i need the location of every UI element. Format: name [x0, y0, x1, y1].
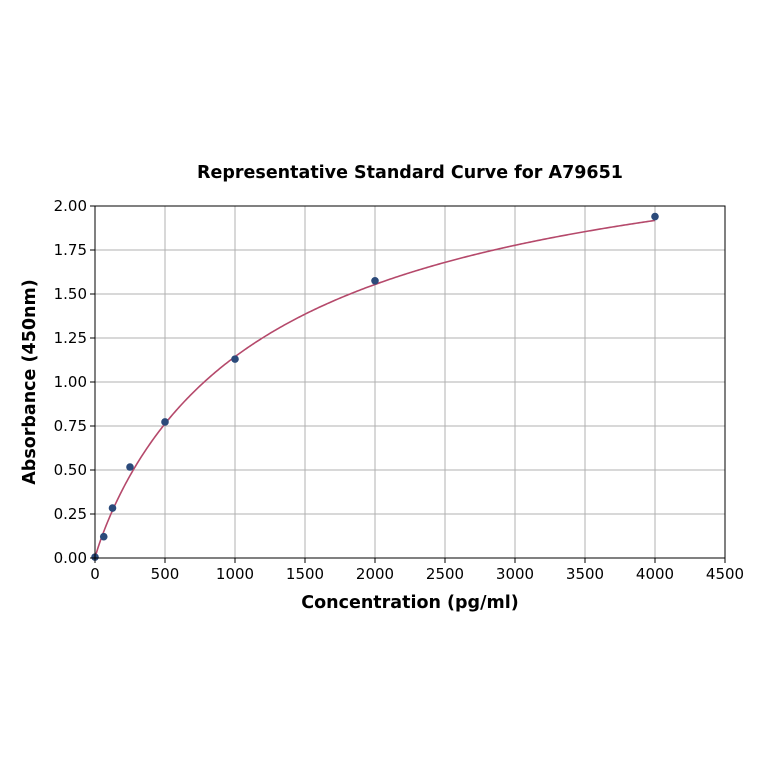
y-tick-label: 0.00	[54, 549, 87, 567]
data-point	[651, 212, 659, 221]
x-tick-label: 4000	[636, 565, 674, 583]
x-tick-label: 2500	[426, 565, 464, 583]
x-axis-label: Concentration (pg/ml)	[301, 593, 518, 613]
data-point	[126, 463, 134, 471]
x-tick-label: 500	[151, 565, 180, 583]
data-point	[161, 418, 169, 426]
y-axis-ticks: 0.00 0.25 0.50 0.75 1.00 1.25 1.50 1.75 2.00	[54, 197, 95, 567]
y-axis-label: Absorbance (450nm)	[20, 279, 40, 485]
y-tick-label: 1.25	[54, 329, 87, 347]
x-axis-ticks: 0 500 1000 1500 2000 2500 3000 3500 4000 4500	[90, 558, 744, 583]
x-tick-label: 3500	[566, 565, 604, 583]
x-tick-label: 1500	[286, 565, 324, 583]
y-tick-label: 1.00	[54, 373, 87, 391]
x-tick-label: 4500	[706, 565, 744, 583]
x-tick-label: 3000	[496, 565, 534, 583]
x-tick-label: 0	[90, 565, 100, 583]
y-tick-label: 0.25	[54, 505, 87, 523]
data-point	[99, 532, 108, 541]
data-point	[371, 277, 379, 285]
data-point	[231, 355, 239, 363]
y-tick-label: 2.00	[54, 197, 87, 215]
chart-title: Representative Standard Curve for A79651	[197, 163, 623, 183]
y-tick-label: 1.75	[54, 241, 87, 259]
y-tick-label: 1.50	[54, 285, 87, 303]
x-tick-label: 1000	[216, 565, 254, 583]
data-point	[108, 504, 117, 512]
x-tick-label: 2000	[356, 565, 394, 583]
y-tick-label: 0.50	[54, 461, 87, 479]
y-tick-label: 0.75	[54, 417, 87, 435]
grid	[94, 205, 726, 559]
